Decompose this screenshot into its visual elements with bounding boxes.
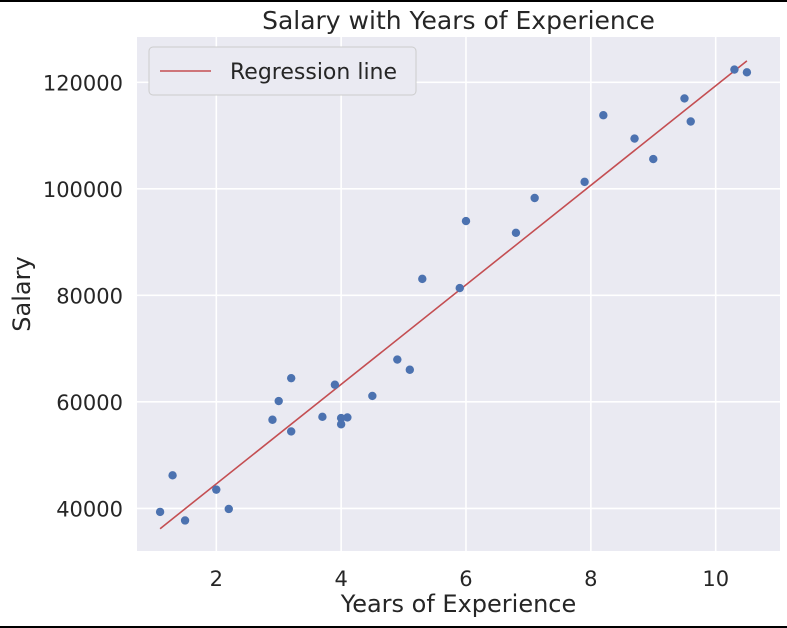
x-tick-label: 6 (459, 567, 472, 591)
data-point (599, 111, 608, 120)
data-point (742, 68, 752, 77)
regression-line-layer (159, 60, 748, 530)
y-tick-label: 80000 (56, 284, 123, 308)
data-point (680, 94, 689, 103)
data-point (393, 355, 402, 364)
x-axis-title: Years of Experience (340, 590, 577, 618)
data-point (224, 504, 233, 514)
data-point (368, 391, 377, 401)
legend-label: Regression line (230, 60, 397, 85)
bottom-border (0, 626, 787, 628)
data-points (155, 65, 752, 525)
data-point (336, 413, 346, 423)
y-axis-title: Salary (8, 256, 36, 331)
data-point (155, 507, 165, 517)
data-point (212, 485, 221, 494)
data-point (330, 380, 340, 389)
y-tick-label: 40000 (56, 497, 123, 521)
data-point (630, 134, 639, 143)
data-point (268, 415, 277, 424)
data-point (418, 274, 427, 284)
y-tick-label: 120000 (43, 71, 123, 95)
data-point (455, 283, 464, 293)
data-point (274, 396, 283, 406)
x-tick-label: 8 (584, 567, 597, 591)
data-point (180, 516, 190, 525)
top-border (0, 0, 787, 2)
data-point (336, 420, 346, 429)
data-point (530, 193, 539, 203)
regression-line (159, 60, 748, 530)
data-point (286, 427, 296, 436)
legend-box (148, 46, 417, 96)
data-point (649, 154, 658, 164)
chart-title: Salary with Years of Experience (262, 6, 655, 35)
y-tick-label: 60000 (56, 391, 123, 415)
legend: Regression line (148, 46, 417, 96)
data-point (686, 117, 695, 126)
x-tick-label: 10 (702, 567, 729, 591)
data-point (461, 216, 471, 226)
data-point (286, 373, 296, 383)
data-point (730, 65, 739, 74)
data-point (511, 228, 521, 238)
data-point (405, 365, 415, 374)
data-point (318, 412, 327, 422)
data-point (580, 177, 589, 187)
y-tick-label: 100000 (43, 178, 123, 202)
data-point (343, 413, 352, 422)
x-tick-label: 4 (334, 567, 347, 591)
x-tick-label: 2 (210, 567, 223, 591)
plot-area (137, 37, 780, 551)
tick-labels: 2 4 6 8 10 40000 60000 80000 100000 120000 (43, 71, 729, 591)
data-point (168, 471, 177, 480)
